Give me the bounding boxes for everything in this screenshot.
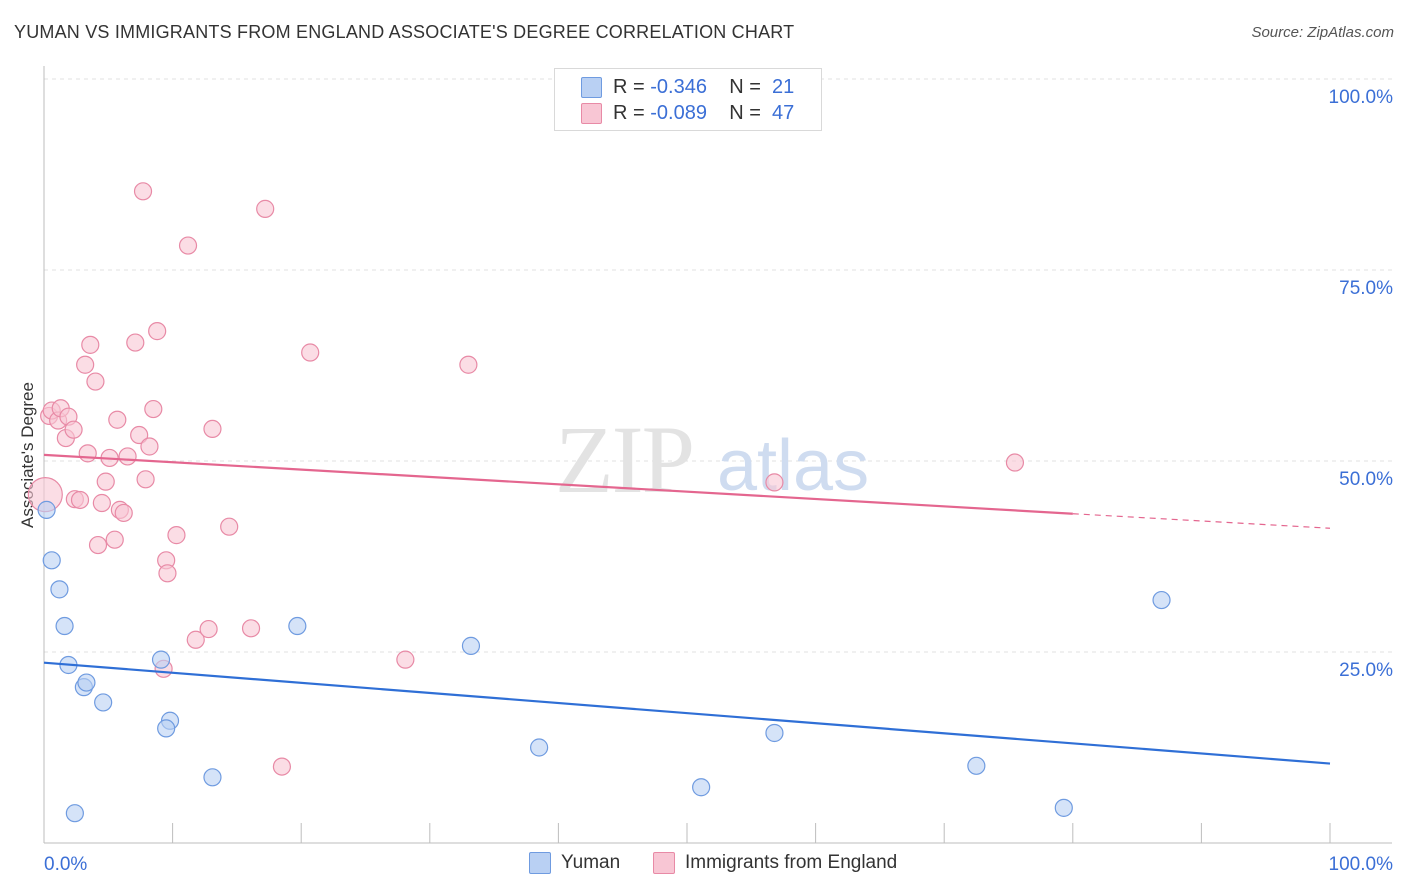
r-label: R = xyxy=(613,101,651,124)
chart-title: YUMAN VS IMMIGRANTS FROM ENGLAND ASSOCIA… xyxy=(14,22,795,42)
yuman-point xyxy=(65,804,84,823)
yuman-point xyxy=(765,723,784,743)
england-point xyxy=(186,630,205,649)
england-point xyxy=(765,473,784,492)
y-tick-label: 75.0% xyxy=(1339,278,1393,299)
england-point xyxy=(167,526,186,545)
yuman-swatch xyxy=(529,852,551,874)
axes xyxy=(43,66,1392,844)
england-point xyxy=(199,619,218,639)
legend-row-yuman-text: R = -0.346 N = 21 xyxy=(613,76,794,99)
england-trend-extension xyxy=(1072,513,1331,529)
legend-row-yuman: R = -0.346 N = 21 xyxy=(555,74,821,100)
england-point xyxy=(86,372,105,391)
yuman-point xyxy=(1152,590,1171,610)
yuman-point xyxy=(203,768,222,787)
england-point xyxy=(133,182,153,201)
england-points xyxy=(27,182,1025,776)
r-value: -0.089 xyxy=(650,101,707,124)
legend-item-england: Immigrants from England xyxy=(653,852,897,874)
yuman-point xyxy=(967,756,986,775)
england-point xyxy=(158,564,177,583)
england-point xyxy=(144,399,163,419)
y-tick-label: 50.0% xyxy=(1339,469,1393,490)
legend-label-yuman: Yuman xyxy=(561,852,621,873)
england-point xyxy=(76,355,95,374)
england-point xyxy=(396,650,415,669)
yuman-point xyxy=(157,719,176,738)
england-swatch xyxy=(581,102,602,124)
yuman-point xyxy=(530,738,549,757)
gridlines xyxy=(44,78,1392,653)
yuman-point xyxy=(288,616,307,636)
legend-row-england-text: R = -0.089 N = 47 xyxy=(613,102,794,125)
england-point xyxy=(126,333,145,352)
yuman-point xyxy=(77,673,96,692)
england-point xyxy=(92,493,111,513)
svg-text:ZIP: ZIP xyxy=(555,406,693,513)
r-value: -0.346 xyxy=(650,75,707,98)
correlation-legend: R = -0.346 N = 21 R = -0.089 N = 47 xyxy=(554,68,822,131)
n-value: 21 xyxy=(772,75,795,98)
yuman-trend-line xyxy=(43,661,1331,765)
x-tick-label: 100.0% xyxy=(1329,854,1394,875)
england-swatch xyxy=(653,852,675,874)
tick-labels: 100.0% 75.0% 50.0% 25.0% 0.0% 100.0% xyxy=(44,87,1393,875)
yuman-point xyxy=(461,636,481,655)
england-point xyxy=(130,425,149,445)
england-point xyxy=(256,199,275,218)
n-value: 47 xyxy=(772,101,795,124)
england-point xyxy=(70,490,90,510)
y-tick-label: 25.0% xyxy=(1339,660,1393,681)
england-point xyxy=(78,444,97,463)
england-point xyxy=(459,355,478,374)
yuman-points xyxy=(37,500,1171,823)
r-label: R = xyxy=(613,75,651,98)
england-point xyxy=(118,447,137,466)
y-tick-label: 100.0% xyxy=(1329,87,1394,108)
yuman-point xyxy=(94,693,113,712)
yuman-point xyxy=(50,580,69,599)
england-point xyxy=(241,619,261,638)
england-point xyxy=(96,472,115,491)
england-point xyxy=(220,517,239,536)
yuman-point xyxy=(692,778,711,797)
yuman-point xyxy=(42,551,61,570)
source-label: Source: ZipAtlas.com xyxy=(1251,24,1394,41)
yuman-point xyxy=(37,500,56,519)
england-point xyxy=(140,437,159,456)
yuman-point xyxy=(151,650,171,669)
england-point xyxy=(81,335,100,354)
svg-text:atlas: atlas xyxy=(717,426,869,506)
england-point xyxy=(178,236,198,255)
yuman-point xyxy=(1054,798,1073,817)
england-point xyxy=(88,535,108,555)
england-point xyxy=(64,420,83,439)
england-point xyxy=(272,757,292,776)
x-tick-label: 0.0% xyxy=(44,854,87,875)
england-point xyxy=(203,419,222,439)
england-point xyxy=(105,530,124,549)
yuman-point xyxy=(55,616,74,636)
n-label: N = xyxy=(729,101,767,124)
watermark: ZIP atlas xyxy=(555,406,869,513)
england-point xyxy=(108,410,127,429)
legend-row-england: R = -0.089 N = 47 xyxy=(555,100,821,126)
legend-label-england: Immigrants from England xyxy=(685,852,898,873)
n-label: N = xyxy=(729,75,767,98)
england-point xyxy=(301,343,320,362)
legend-item-yuman: Yuman xyxy=(529,852,620,874)
england-point xyxy=(114,503,133,523)
yuman-swatch xyxy=(581,76,602,98)
england-point xyxy=(136,470,155,489)
england-point xyxy=(148,322,167,341)
trend-lines xyxy=(43,453,1331,765)
england-point xyxy=(1005,453,1025,472)
england-trend-line xyxy=(43,453,1073,515)
